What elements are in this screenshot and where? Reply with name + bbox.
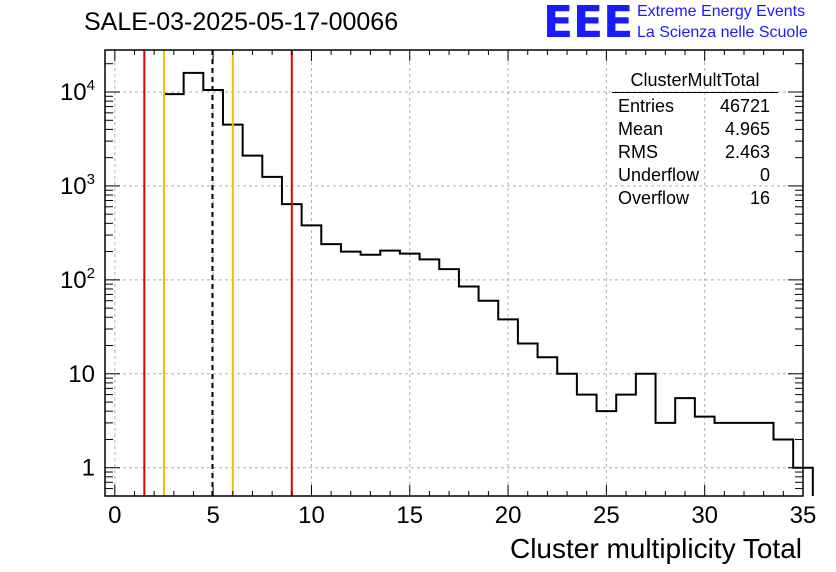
stats-box: ClusterMultTotal Entries 46721 Mean 4.96… (612, 70, 778, 210)
logo-subtitle-1: Extreme Energy Events (637, 3, 806, 20)
stats-label: Underflow (618, 165, 700, 185)
y-tick-label: 103 (60, 171, 95, 200)
x-tick-label: 30 (691, 502, 718, 529)
x-tick-label: 15 (396, 502, 423, 529)
eee-logo: EEE (543, 0, 634, 48)
logo-subtitle-2: La Scienza nelle Scuole (637, 24, 808, 41)
stats-row-entries: Entries 46721 (612, 95, 778, 118)
plot-frame (104, 49, 804, 497)
x-tick-label: 10 (298, 502, 325, 529)
page-title: SALE-03-2025-05-17-00066 (84, 8, 399, 36)
y-tick-label: 102 (60, 265, 95, 294)
histogram-series (162, 71, 814, 496)
stats-value: 2.463 (724, 142, 770, 162)
y-tick-label: 10 (68, 361, 95, 388)
stats-label: Overflow (618, 188, 690, 208)
y-tick-label: 104 (60, 77, 95, 106)
stats-label: Entries (618, 96, 675, 116)
x-tick-label: 35 (790, 502, 817, 529)
stats-label: Mean (618, 119, 664, 139)
x-tick-label: 5 (206, 502, 219, 529)
x-tick-label: 25 (593, 502, 620, 529)
stats-row-rms: RMS 2.463 (612, 141, 778, 164)
stats-row-overflow: Overflow 16 (612, 187, 778, 210)
stats-row-mean: Mean 4.965 (612, 118, 778, 141)
stats-value: 16 (749, 188, 770, 208)
stats-title: ClusterMultTotal (612, 70, 778, 93)
stats-value: 4.965 (724, 119, 770, 139)
x-tick-label: 20 (495, 502, 522, 529)
stats-value: 46721 (719, 96, 770, 116)
stats-row-underflow: Underflow 0 (612, 164, 778, 187)
stats-label: RMS (618, 142, 658, 162)
stats-value: 0 (759, 165, 770, 185)
x-axis-label: Cluster multiplicity Total (509, 533, 802, 564)
y-tick-label: 1 (82, 455, 95, 482)
x-tick-label: 0 (108, 502, 121, 529)
